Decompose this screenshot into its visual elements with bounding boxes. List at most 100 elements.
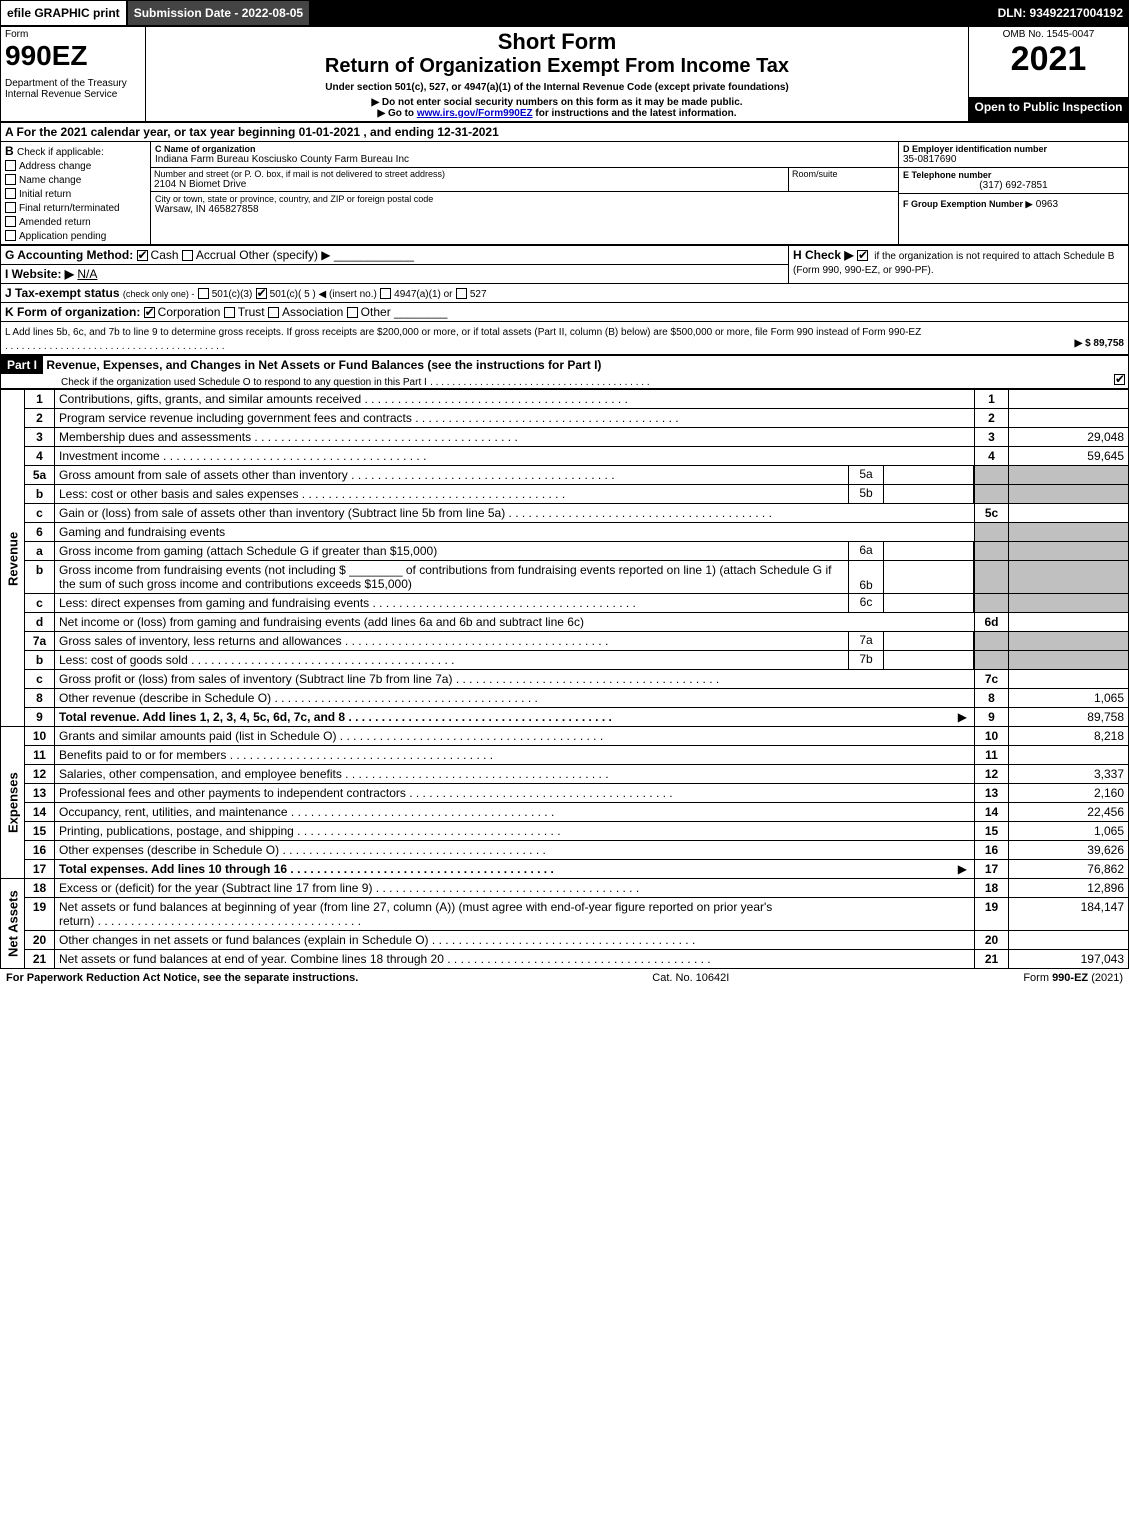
cb-accrual[interactable] [182, 250, 193, 261]
cb-final-return[interactable] [5, 202, 16, 213]
efile-print-label[interactable]: efile GRAPHIC print [0, 0, 127, 26]
line-6d-box: 6d [975, 613, 1009, 632]
l-amount: ▶ $ 89,758 [1075, 338, 1124, 349]
line-13-box: 13 [975, 784, 1009, 803]
line-5b-amt-shade [1009, 485, 1129, 504]
line-7c-amt [1009, 670, 1129, 689]
opt-corporation: Corporation [158, 305, 221, 319]
cb-name-change[interactable] [5, 174, 16, 185]
c-label: C Name of organization [155, 144, 894, 154]
line-7b-text: Less: cost of goods sold [55, 651, 848, 669]
opt-amended-return: Amended return [19, 217, 91, 228]
line-14-num: 14 [25, 803, 55, 822]
section-b: B Check if applicable: Address change Na… [1, 142, 151, 245]
line-9-text: Total revenue. Add lines 1, 2, 3, 4, 5c,… [59, 710, 955, 724]
goto-pre: ▶ Go to [377, 108, 416, 119]
opt-accrual: Accrual [196, 248, 236, 262]
line-7a-subamt [884, 632, 974, 650]
omb-number: OMB No. 1545-0047 [973, 29, 1124, 40]
line-18-text: Excess or (deficit) for the year (Subtra… [59, 881, 970, 895]
line-17-arrow-icon [955, 862, 970, 876]
title-short-form: Short Form [150, 29, 964, 55]
line-21-text: Net assets or fund balances at end of ye… [59, 952, 970, 966]
opt-application-pending: Application pending [19, 231, 106, 242]
row-a-tax-year: A For the 2021 calendar year, or tax yea… [1, 123, 1129, 142]
opt-address-change: Address change [19, 161, 91, 172]
org-name: Indiana Farm Bureau Kosciusko County Far… [155, 154, 894, 165]
line-3-num: 3 [25, 428, 55, 447]
room-label: Room/suite [792, 169, 895, 179]
goto-post: for instructions and the latest informat… [533, 108, 737, 119]
line-17-box: 17 [975, 860, 1009, 879]
line-7c-text: Gross profit or (loss) from sales of inv… [59, 672, 970, 686]
cb-trust[interactable] [224, 307, 235, 318]
line-14-amt: 22,456 [1009, 803, 1129, 822]
j-label: J Tax-exempt status [5, 286, 120, 300]
line-12-num: 12 [25, 765, 55, 784]
cb-schedule-o[interactable] [1114, 374, 1125, 385]
street-address: 2104 N Biomet Drive [154, 179, 785, 190]
line-14-box: 14 [975, 803, 1009, 822]
cb-other-org[interactable] [347, 307, 358, 318]
line-2-box: 2 [975, 409, 1009, 428]
cb-cash[interactable] [137, 250, 148, 261]
line-19-num: 19 [25, 898, 55, 931]
footer-right-post: (2021) [1088, 972, 1123, 984]
line-9-arrow-icon [955, 710, 970, 724]
cb-application-pending[interactable] [5, 230, 16, 241]
part-i-title: Revenue, Expenses, and Changes in Net As… [46, 358, 601, 372]
line-19-amt: 184,147 [1009, 898, 1129, 931]
line-9-num: 9 [25, 708, 55, 727]
line-11-text: Benefits paid to or for members [59, 748, 970, 762]
line-7b-sub: 7b [848, 651, 884, 669]
opt-501c-insert: 501(c)( 5 ) ◀ (insert no.) [270, 289, 377, 300]
line-11-num: 11 [25, 746, 55, 765]
f-label: F Group Exemption Number ▶ [903, 199, 1032, 209]
i-label: I Website: ▶ [5, 267, 74, 281]
line-5a-text: Gross amount from sale of assets other t… [55, 466, 848, 484]
footer-right-pre: Form [1023, 972, 1052, 984]
line-18-amt: 12,896 [1009, 879, 1129, 898]
part-i-dots [430, 377, 650, 388]
line-15-amt: 1,065 [1009, 822, 1129, 841]
cb-4947a1[interactable] [380, 288, 391, 299]
opt-other-specify: Other (specify) ▶ [239, 248, 330, 262]
cb-527[interactable] [456, 288, 467, 299]
cb-association[interactable] [268, 307, 279, 318]
line-5c-text: Gain or (loss) from sale of assets other… [59, 506, 970, 520]
irs-link[interactable]: www.irs.gov/Form990EZ [417, 108, 533, 119]
line-6-amt-shade [1009, 523, 1129, 542]
d-label: D Employer identification number [903, 144, 1124, 154]
line-4-text: Investment income [59, 449, 970, 463]
line-6-box-shade [975, 523, 1009, 542]
opt-final-return: Final return/terminated [19, 203, 120, 214]
line-7a-num: 7a [25, 632, 55, 651]
k-label: K Form of organization: [5, 305, 140, 319]
cb-schedule-b[interactable] [857, 250, 868, 261]
footer-right: Form 990-EZ (2021) [1023, 972, 1123, 984]
line-9-amt: 89,758 [1009, 708, 1129, 727]
cb-501c[interactable] [256, 288, 267, 299]
cb-corporation[interactable] [144, 307, 155, 318]
cb-initial-return[interactable] [5, 188, 16, 199]
dln-label: DLN: 93492217004192 [992, 0, 1129, 26]
line-11-amt [1009, 746, 1129, 765]
line-6c-subamt [884, 594, 974, 612]
ein-value: 35-0817690 [903, 154, 1124, 165]
line-8-num: 8 [25, 689, 55, 708]
line-20-text: Other changes in net assets or fund bala… [59, 933, 970, 947]
line-10-amt: 8,218 [1009, 727, 1129, 746]
cb-amended-return[interactable] [5, 216, 16, 227]
opt-name-change: Name change [19, 175, 81, 186]
cb-501c3[interactable] [198, 288, 209, 299]
cb-address-change[interactable] [5, 160, 16, 171]
line-10-text: Grants and similar amounts paid (list in… [59, 729, 970, 743]
city-value: Warsaw, IN 465827858 [155, 204, 894, 215]
opt-501c3: 501(c)(3) [212, 289, 253, 300]
line-6c-box-shade [975, 594, 1009, 613]
submission-date: Submission Date - 2022-08-05 [127, 0, 310, 26]
line-12-text: Salaries, other compensation, and employ… [59, 767, 970, 781]
h-label: H Check ▶ [793, 248, 854, 262]
line-5a-amt-shade [1009, 466, 1129, 485]
opt-trust: Trust [238, 305, 265, 319]
